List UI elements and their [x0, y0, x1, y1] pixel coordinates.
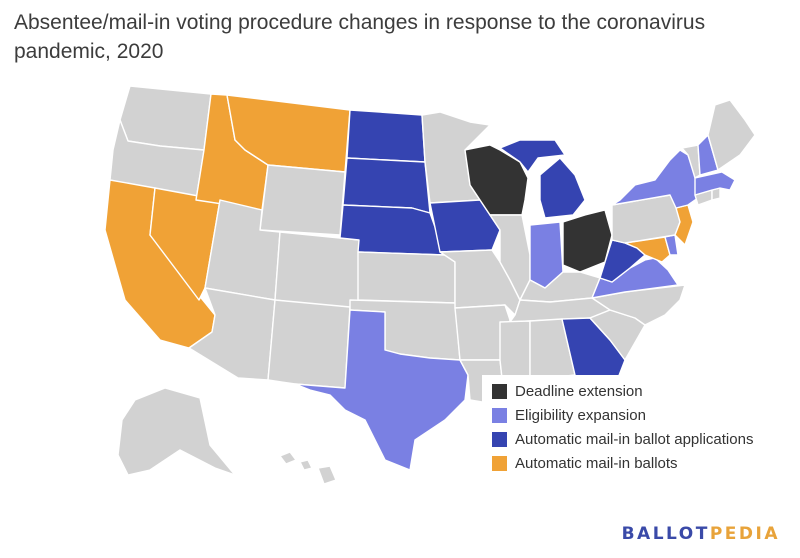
state-MI — [499, 139, 586, 219]
legend-item-automatic-ballots: Automatic mail-in ballots — [492, 453, 678, 473]
state-WY — [259, 164, 346, 236]
legend-label: Eligibility expansion — [515, 406, 646, 424]
state-NM — [267, 299, 351, 389]
map-legend: Deadline extension Eligibility expansion… — [482, 375, 787, 480]
state-MA — [694, 171, 736, 196]
state-SD — [342, 157, 431, 214]
state-WI — [464, 144, 529, 216]
legend-swatch — [492, 431, 507, 447]
legend-label: Automatic mail-in ballot applications — [515, 430, 754, 448]
state-ND — [346, 109, 426, 163]
legend-swatch — [492, 455, 507, 471]
logo-part-pedia: PEDIA — [709, 524, 780, 544]
legend-item-deadline-extension: Deadline extension — [492, 381, 643, 401]
legend-swatch — [492, 407, 507, 423]
state-KS — [357, 251, 456, 304]
legend-item-automatic-applications: Automatic mail-in ballot applications — [492, 429, 753, 449]
state-HI — [279, 451, 337, 485]
ballotpedia-logo: BALLOTPEDIA — [622, 524, 780, 544]
state-AK — [117, 387, 236, 476]
state-CO — [274, 231, 361, 311]
legend-label: Deadline extension — [515, 382, 643, 400]
legend-item-eligibility-expansion: Eligibility expansion — [492, 405, 646, 425]
state-TX — [294, 309, 469, 471]
map-title: Absentee/mail-in voting procedure change… — [14, 11, 706, 63]
state-WA — [119, 85, 212, 151]
state-VT — [681, 144, 701, 179]
legend-label: Automatic mail-in ballots — [515, 454, 678, 472]
state-ME — [707, 99, 756, 171]
state-OH — [562, 209, 613, 273]
logo-part-ballot: BALLOT — [621, 524, 710, 544]
legend-swatch — [492, 383, 507, 399]
